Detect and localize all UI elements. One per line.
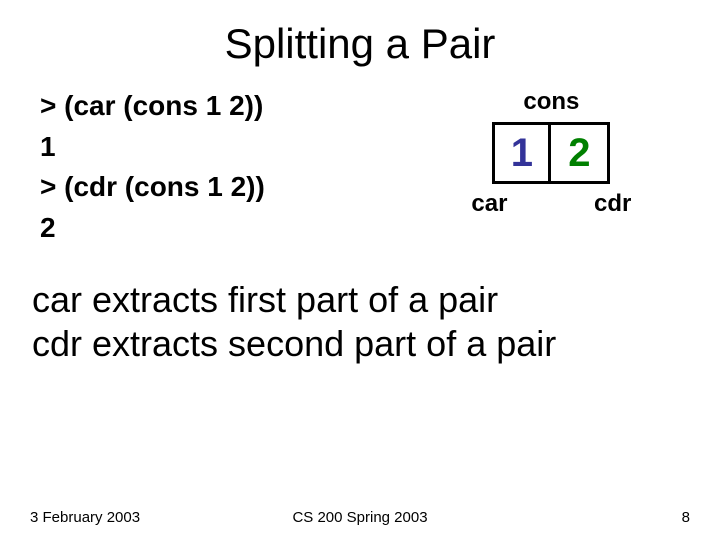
code-line: 1 xyxy=(40,127,413,168)
cons-label: cons xyxy=(523,88,579,116)
code-line: > (car (cons 1 2)) xyxy=(40,86,413,127)
explain-line: car extracts first part of a pair xyxy=(32,278,690,321)
footer-date: 3 February 2003 xyxy=(30,509,140,526)
explain-line: cdr extracts second part of a pair xyxy=(32,322,690,365)
slide: Splitting a Pair > (car (cons 1 2)) 1 > … xyxy=(0,0,720,540)
car-label: car xyxy=(471,190,507,218)
footer-page-number: 8 xyxy=(682,509,690,526)
main-content: > (car (cons 1 2)) 1 > (cdr (cons 1 2)) … xyxy=(30,86,690,248)
footer: 3 February 2003 CS 200 Spring 2003 8 xyxy=(30,509,690,526)
pair-labels: car cdr xyxy=(471,190,631,218)
cdr-label: cdr xyxy=(594,190,631,218)
pair-cell-left: 1 xyxy=(495,125,551,181)
explanation: car extracts first part of a pair cdr ex… xyxy=(30,278,690,364)
code-line: > (cdr (cons 1 2)) xyxy=(40,167,413,208)
pair-cell-right: 2 xyxy=(551,125,607,181)
pair-box: 1 2 xyxy=(492,122,610,184)
code-line: 2 xyxy=(40,208,413,249)
slide-title: Splitting a Pair xyxy=(30,20,690,68)
code-column: > (car (cons 1 2)) 1 > (cdr (cons 1 2)) … xyxy=(30,86,413,248)
footer-course: CS 200 Spring 2003 xyxy=(292,509,427,526)
diagram-column: cons 1 2 car cdr xyxy=(413,86,690,218)
